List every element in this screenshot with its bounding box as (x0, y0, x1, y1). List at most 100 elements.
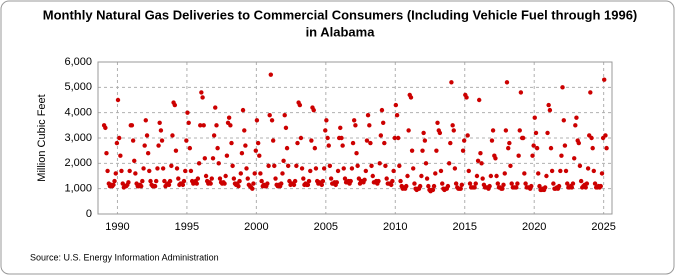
data-point (265, 181, 270, 186)
data-point (544, 173, 549, 179)
data-point (327, 163, 333, 169)
data-point (398, 178, 403, 184)
y-axis-title: Million Cubic Feet (36, 94, 48, 181)
data-point (551, 181, 556, 186)
data-point (199, 90, 204, 95)
data-point (301, 176, 306, 181)
x-tick-label: 1995 (175, 221, 199, 233)
data-point (405, 173, 410, 179)
data-point (419, 173, 424, 179)
data-point (319, 182, 324, 188)
data-point (200, 95, 205, 100)
data-point (217, 176, 223, 181)
data-point (243, 143, 248, 148)
data-point (266, 163, 271, 169)
data-point (282, 113, 287, 118)
data-point (404, 183, 409, 189)
data-point (389, 182, 394, 188)
plot-border (97, 61, 613, 215)
data-point (129, 123, 135, 128)
data-point (392, 135, 397, 141)
data-point (254, 118, 260, 123)
y-tick-label: 2,000 (64, 157, 92, 169)
data-point (353, 123, 358, 128)
data-point (201, 123, 206, 128)
data-point (130, 138, 136, 143)
data-point (451, 128, 456, 133)
data-point (490, 128, 496, 133)
data-point (460, 148, 466, 153)
data-point (578, 178, 584, 184)
data-point (542, 185, 548, 190)
data-point (420, 148, 425, 153)
data-point (202, 156, 208, 161)
data-point (208, 181, 213, 186)
data-point (394, 113, 400, 118)
data-point (522, 171, 527, 176)
data-point (340, 143, 345, 148)
data-point (196, 161, 202, 166)
data-point (325, 135, 330, 141)
data-point (252, 171, 257, 176)
data-point (384, 176, 389, 181)
data-point (142, 143, 147, 148)
data-point (210, 156, 216, 161)
data-point (558, 168, 563, 174)
data-point (396, 135, 401, 141)
data-point (338, 125, 343, 131)
data-point (585, 166, 591, 171)
data-point (397, 163, 402, 169)
data-point (382, 140, 387, 146)
data-point (494, 173, 499, 179)
data-point (412, 181, 417, 186)
data-point (547, 107, 553, 113)
data-point (139, 183, 144, 189)
data-point (237, 178, 242, 184)
data-point (312, 145, 318, 151)
data-point (183, 168, 188, 174)
data-point (376, 178, 381, 184)
data-point (176, 176, 181, 181)
data-point (452, 166, 458, 171)
data-point (281, 158, 286, 163)
data-point (506, 145, 511, 151)
data-point (599, 171, 605, 176)
data-point (117, 135, 122, 141)
data-point (223, 173, 228, 179)
data-point (465, 133, 470, 138)
data-point (126, 180, 131, 185)
data-point (453, 181, 459, 186)
data-point (421, 130, 426, 136)
data-point (438, 168, 444, 174)
x-tick-label: 2015 (453, 221, 477, 233)
data-point (474, 173, 480, 179)
data-point (127, 168, 132, 174)
data-point (229, 140, 234, 146)
data-point (140, 178, 145, 184)
data-point (285, 163, 291, 169)
data-point (426, 183, 431, 189)
data-point (295, 140, 300, 146)
data-point (437, 130, 443, 136)
data-point (501, 182, 506, 188)
data-point (194, 181, 199, 186)
data-point (545, 130, 550, 136)
data-point (309, 138, 314, 143)
data-point (184, 138, 189, 143)
data-point (239, 151, 245, 156)
data-point (487, 183, 492, 189)
data-point (158, 128, 164, 133)
data-point (368, 140, 373, 146)
data-point (253, 148, 259, 153)
data-point (213, 105, 218, 110)
data-point (431, 183, 437, 189)
y-tick-label: 0 (86, 208, 92, 220)
data-point (231, 176, 237, 181)
data-point (521, 135, 526, 141)
data-point (476, 97, 482, 103)
data-point (299, 166, 305, 171)
x-tick-label: 2010 (383, 221, 407, 233)
data-point (284, 145, 290, 151)
